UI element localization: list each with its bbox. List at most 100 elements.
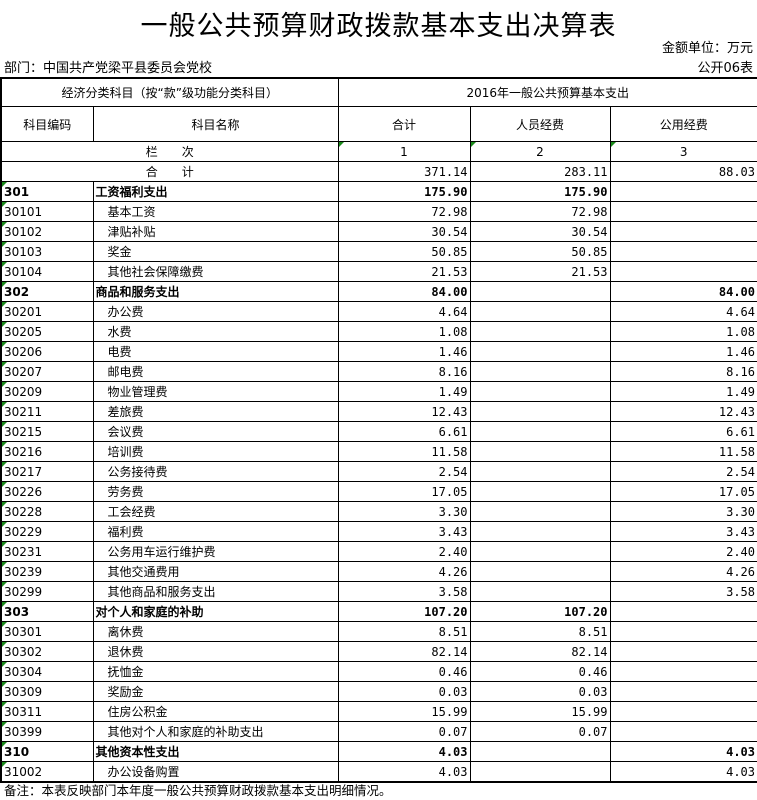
row-name: 津贴补贴 xyxy=(92,221,339,242)
header-2016-basic-expenditure: 2016年一般公共预算基本支出 xyxy=(337,77,757,107)
row-name: 奖金 xyxy=(92,241,339,262)
row-name: 住房公积金 xyxy=(92,701,339,722)
row-public: 11.58 xyxy=(609,441,757,462)
row-code: 30302 xyxy=(0,641,94,662)
totals-row: 合 计 371.14 283.11 88.03 xyxy=(0,161,757,182)
row-public: 4.03 xyxy=(609,741,757,762)
row-total: 11.58 xyxy=(337,441,471,462)
totals-label: 合 计 xyxy=(0,161,339,182)
row-name: 福利费 xyxy=(92,521,339,542)
totals-total: 371.14 xyxy=(337,161,471,182)
table-row: 30228 工会经费 3.30 3.30 xyxy=(0,501,757,522)
row-name: 奖励金 xyxy=(92,681,339,702)
row-name: 办公设备购置 xyxy=(92,761,339,783)
row-name: 工会经费 xyxy=(92,501,339,522)
row-total: 82.14 xyxy=(337,641,471,662)
row-personnel xyxy=(469,461,611,482)
row-total: 3.30 xyxy=(337,501,471,522)
row-personnel xyxy=(469,361,611,382)
row-personnel xyxy=(469,501,611,522)
table-row: 30399 其他对个人和家庭的补助支出 0.07 0.07 xyxy=(0,721,757,742)
row-code: 30228 xyxy=(0,501,94,522)
row-personnel: 72.98 xyxy=(469,201,611,222)
row-name: 工资福利支出 xyxy=(92,181,339,202)
row-personnel xyxy=(469,301,611,322)
row-code: 310 xyxy=(0,741,94,762)
table-row: 303 对个人和家庭的补助 107.20 107.20 xyxy=(0,601,757,622)
row-public xyxy=(609,681,757,702)
header-public: 公用经费 xyxy=(609,106,757,142)
row-code: 30239 xyxy=(0,561,94,582)
row-total: 50.85 xyxy=(337,241,471,262)
row-name: 水费 xyxy=(92,321,339,342)
row-name: 邮电费 xyxy=(92,361,339,382)
row-total: 4.03 xyxy=(337,761,471,783)
row-total: 107.20 xyxy=(337,601,471,622)
row-personnel xyxy=(469,341,611,362)
row-total: 175.90 xyxy=(337,181,471,202)
row-public: 8.16 xyxy=(609,361,757,382)
row-public xyxy=(609,721,757,742)
table-row: 30311 住房公积金 15.99 15.99 xyxy=(0,701,757,722)
table-row: 30211 差旅费 12.43 12.43 xyxy=(0,401,757,422)
row-public xyxy=(609,661,757,682)
row-total: 21.53 xyxy=(337,261,471,282)
row-name: 抚恤金 xyxy=(92,661,339,682)
budget-table: 经济分类科目（按“款”级功能分类科目） 2016年一般公共预算基本支出 科目编码… xyxy=(0,77,757,783)
row-personnel: 21.53 xyxy=(469,261,611,282)
row-name: 其他社会保障缴费 xyxy=(92,261,339,282)
row-name: 退休费 xyxy=(92,641,339,662)
row-public xyxy=(609,221,757,242)
row-code: 30304 xyxy=(0,661,94,682)
row-code: 30231 xyxy=(0,541,94,562)
row-code: 30211 xyxy=(0,401,94,422)
row-code: 30207 xyxy=(0,361,94,382)
row-personnel xyxy=(469,321,611,342)
row-public xyxy=(609,701,757,722)
row-total: 2.40 xyxy=(337,541,471,562)
page-title: 一般公共预算财政拨款基本支出决算表 xyxy=(140,11,617,42)
table-row: 30304 抚恤金 0.46 0.46 xyxy=(0,661,757,682)
totals-personnel: 283.11 xyxy=(469,161,611,182)
row-code: 30216 xyxy=(0,441,94,462)
row-personnel xyxy=(469,741,611,762)
row-total: 4.03 xyxy=(337,741,471,762)
table-row: 30239 其他交通费用 4.26 4.26 xyxy=(0,561,757,582)
table-row: 30216 培训费 11.58 11.58 xyxy=(0,441,757,462)
row-name: 办公费 xyxy=(92,301,339,322)
row-code: 31002 xyxy=(0,761,94,783)
table-row: 30302 退休费 82.14 82.14 xyxy=(0,641,757,662)
row-total: 8.16 xyxy=(337,361,471,382)
row-personnel: 15.99 xyxy=(469,701,611,722)
table-row: 30231 公务用车运行维护费 2.40 2.40 xyxy=(0,541,757,562)
row-public: 1.46 xyxy=(609,341,757,362)
row-total: 8.51 xyxy=(337,621,471,642)
row-public: 3.30 xyxy=(609,501,757,522)
row-public xyxy=(609,241,757,262)
row-name: 其他交通费用 xyxy=(92,561,339,582)
row-code: 30301 xyxy=(0,621,94,642)
table-row: 310 其他资本性支出 4.03 4.03 xyxy=(0,741,757,762)
row-code: 30309 xyxy=(0,681,94,702)
row-public xyxy=(609,201,757,222)
row-personnel xyxy=(469,401,611,422)
table-row: 30102 津贴补贴 30.54 30.54 xyxy=(0,221,757,242)
table-row: 30229 福利费 3.43 3.43 xyxy=(0,521,757,542)
table-row: 30207 邮电费 8.16 8.16 xyxy=(0,361,757,382)
table-row: 30226 劳务费 17.05 17.05 xyxy=(0,481,757,502)
row-name: 其他资本性支出 xyxy=(92,741,339,762)
row-public xyxy=(609,621,757,642)
row-name: 其他商品和服务支出 xyxy=(92,581,339,602)
row-name: 劳务费 xyxy=(92,481,339,502)
row-public xyxy=(609,181,757,202)
table-row: 30217 公务接待费 2.54 2.54 xyxy=(0,461,757,482)
row-public: 2.54 xyxy=(609,461,757,482)
table-row: 31002 办公设备购置 4.03 4.03 xyxy=(0,761,757,783)
column-index-label: 栏 次 xyxy=(0,141,339,162)
row-name: 对个人和家庭的补助 xyxy=(92,601,339,622)
row-personnel xyxy=(469,441,611,462)
row-code: 30205 xyxy=(0,321,94,342)
row-code: 30399 xyxy=(0,721,94,742)
row-code: 30102 xyxy=(0,221,94,242)
row-name: 基本工资 xyxy=(92,201,339,222)
